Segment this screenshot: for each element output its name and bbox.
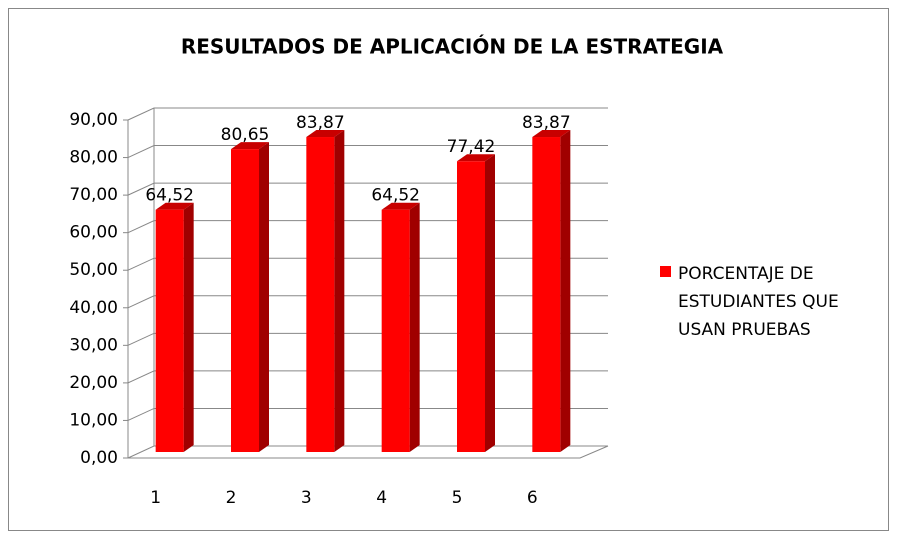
data-label: 80,65 — [221, 125, 270, 145]
grid-line — [127, 220, 608, 234]
bar-side — [183, 202, 194, 452]
bar-top — [306, 130, 345, 138]
grid-line — [127, 332, 608, 346]
bar — [231, 142, 269, 452]
bar-top — [532, 130, 571, 138]
x-tick-label: 3 — [301, 488, 312, 508]
bar-front — [306, 137, 335, 453]
y-tick-label: 20,00 — [69, 373, 118, 393]
y-tick-label: 10,00 — [69, 410, 118, 430]
data-label: 64,52 — [371, 186, 420, 206]
y-tick-label: 0,00 — [80, 448, 118, 468]
grid-line — [127, 407, 608, 421]
x-tick-label: 5 — [452, 488, 463, 508]
chart-border — [8, 8, 889, 531]
grid-line — [127, 182, 608, 196]
y-tick-label: 80,00 — [69, 148, 118, 168]
y-tick-label: 40,00 — [69, 298, 118, 318]
bar — [532, 130, 571, 453]
y-tick-label: 30,00 — [69, 335, 118, 355]
legend-swatch — [660, 266, 671, 277]
data-label: 64,52 — [145, 186, 194, 206]
bar-top — [381, 202, 420, 210]
bar-front — [457, 161, 485, 453]
bar — [306, 130, 345, 453]
grid-line — [127, 145, 608, 159]
x-tick-label: 2 — [226, 488, 237, 508]
bar-top — [155, 202, 194, 210]
bar-side — [259, 142, 269, 452]
floor — [128, 445, 609, 459]
grid-line — [127, 107, 608, 121]
y-tick-label: 50,00 — [69, 260, 118, 280]
bar-side — [485, 154, 495, 453]
bar — [155, 202, 194, 452]
x-tick-label: 4 — [376, 488, 387, 508]
x-tick-label: 6 — [527, 488, 538, 508]
x-tick-label: 1 — [150, 488, 161, 508]
grid-line — [127, 295, 608, 309]
bar-top — [231, 142, 269, 150]
bar-front — [155, 209, 184, 452]
y-tick-label: 60,00 — [69, 223, 118, 243]
bar-side — [334, 130, 345, 453]
bar-front — [231, 149, 259, 452]
bar — [381, 202, 420, 452]
data-label: 77,42 — [447, 137, 496, 157]
y-tick-label: 90,00 — [69, 110, 118, 130]
bar-front — [532, 137, 561, 453]
grid-line — [127, 370, 608, 384]
bar-side — [560, 130, 571, 453]
legend-label: PORCENTAJE DE ESTUDIANTES QUE USAN PRUEB… — [678, 264, 839, 340]
y-tick-label: 70,00 — [69, 185, 118, 205]
data-label: 83,87 — [522, 113, 571, 133]
data-label: 83,87 — [296, 113, 345, 133]
bar-front — [381, 209, 410, 452]
bar — [457, 154, 495, 453]
bar-side — [409, 202, 420, 452]
chart-title: RESULTADOS DE APLICACIÓN DE LA ESTRATEGI… — [181, 35, 724, 59]
grid-line — [127, 445, 608, 459]
grid-line — [127, 257, 608, 271]
bar-top — [457, 154, 495, 162]
